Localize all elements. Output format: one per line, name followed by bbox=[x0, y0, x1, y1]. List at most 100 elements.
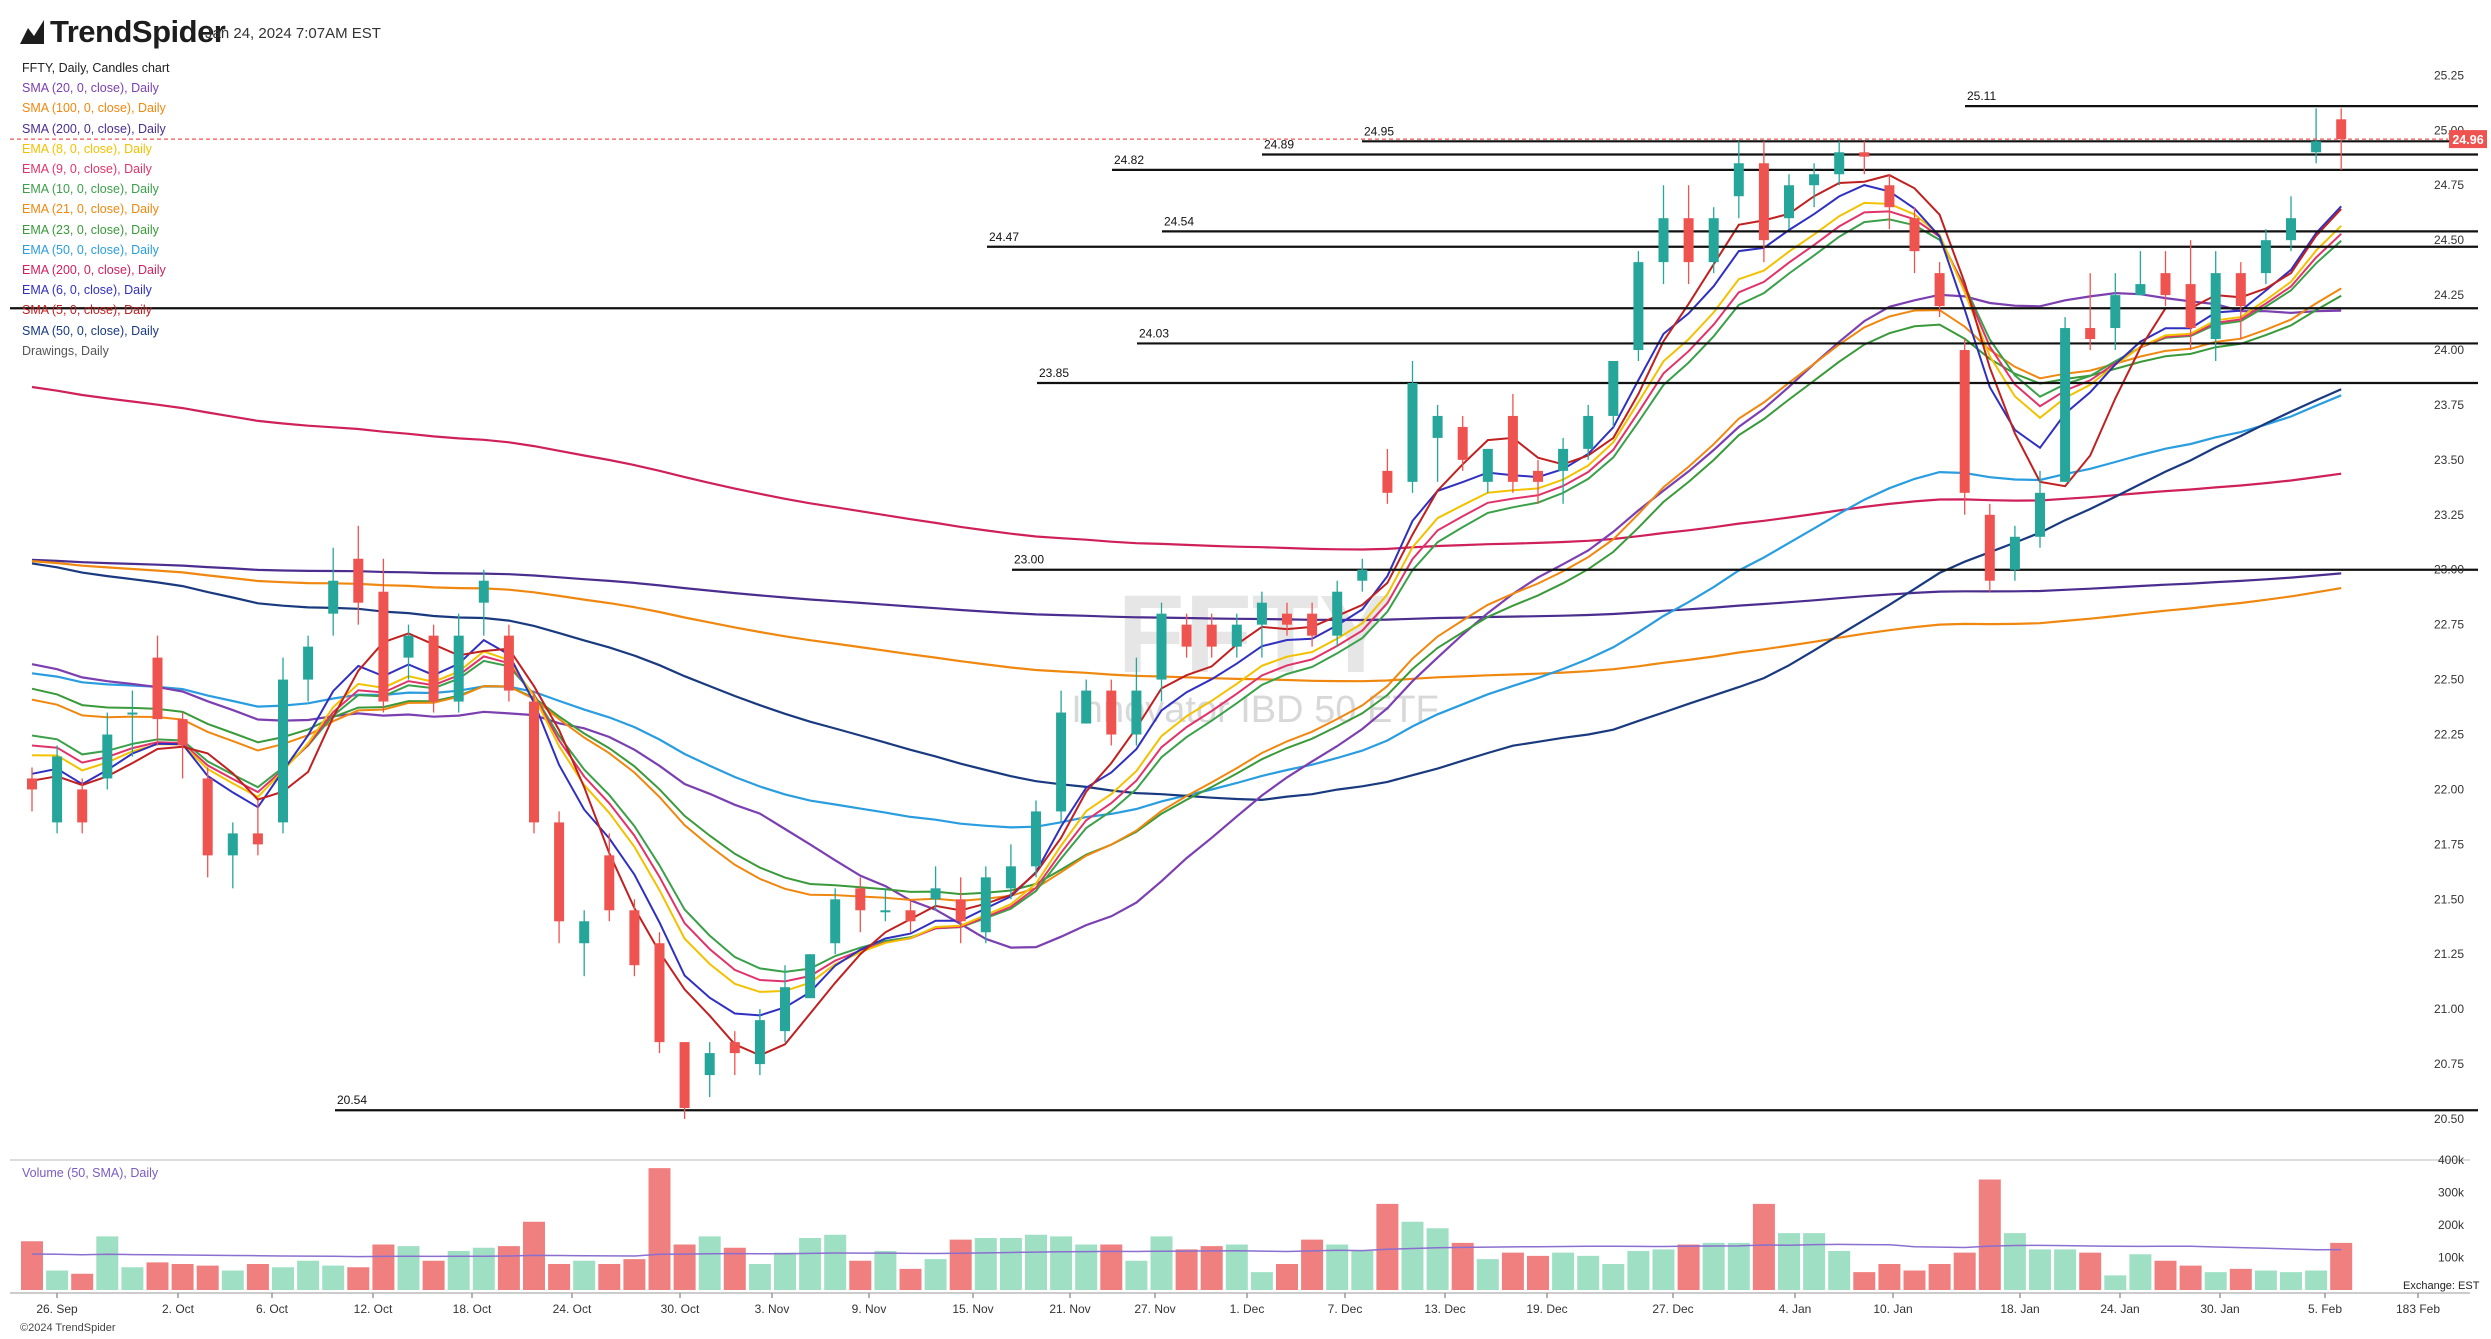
legend-item[interactable]: EMA (8, 0, close), Daily bbox=[22, 141, 152, 156]
candle-body bbox=[2235, 273, 2246, 307]
x-tick-label: 183 Feb bbox=[2396, 1302, 2440, 1316]
volume-bar bbox=[221, 1270, 244, 1290]
chart-title[interactable]: FFTY, Daily, Candles chart bbox=[22, 61, 170, 75]
volume-bar bbox=[1376, 1203, 1399, 1290]
candle-body bbox=[2060, 328, 2071, 482]
legend-item[interactable]: SMA (100, 0, close), Daily bbox=[22, 101, 166, 116]
candle-body bbox=[1332, 591, 1343, 636]
legend-item[interactable]: EMA (9, 0, close), Daily bbox=[22, 162, 152, 177]
candle-body bbox=[428, 635, 439, 702]
volume-bar bbox=[2280, 1272, 2302, 1290]
volume-bar bbox=[1903, 1270, 1926, 1290]
current-price-tag bbox=[2449, 130, 2487, 149]
brand-name[interactable]: TrendSpider bbox=[50, 14, 226, 49]
candle-body bbox=[1558, 448, 1569, 471]
candle-body bbox=[453, 635, 464, 702]
x-tick-label: 27. Nov bbox=[1134, 1302, 1175, 1316]
candle-body bbox=[1733, 163, 1744, 197]
volume-bar bbox=[1752, 1203, 1775, 1290]
legend-item[interactable]: SMA (50, 0, close), Daily bbox=[22, 323, 159, 338]
price-tick-label: 20.50 bbox=[2434, 1112, 2464, 1126]
ema-23-line bbox=[31, 294, 2342, 896]
volume-bar bbox=[347, 1267, 370, 1290]
legend-item[interactable]: SMA (200, 0, close), Daily bbox=[22, 121, 166, 136]
volume-bar bbox=[21, 1241, 43, 1290]
candle-body bbox=[1608, 361, 1619, 416]
volume-bar bbox=[171, 1264, 194, 1290]
candle-body bbox=[503, 635, 514, 691]
sma-20-line bbox=[31, 291, 2342, 949]
candle-body bbox=[77, 789, 88, 823]
volume-bar bbox=[297, 1260, 320, 1290]
legend-item[interactable]: Drawings, Daily bbox=[22, 343, 109, 358]
candle-body bbox=[1282, 613, 1292, 625]
volume-bar bbox=[1200, 1246, 1223, 1290]
candle-body bbox=[1834, 152, 1845, 175]
copyright: ©2024 TrendSpider bbox=[20, 1322, 116, 1334]
candle-body bbox=[478, 580, 489, 603]
volume-bar bbox=[2229, 1268, 2252, 1290]
volume-bar bbox=[1050, 1236, 1073, 1290]
price-tick-label: 23.25 bbox=[2434, 508, 2464, 522]
x-tick-label: 21. Nov bbox=[1049, 1302, 1090, 1316]
price-tick-label: 24.75 bbox=[2434, 178, 2464, 192]
candle-body bbox=[754, 1020, 765, 1065]
legend-item[interactable]: SMA (5, 0, close), Daily bbox=[22, 303, 152, 318]
candle-body bbox=[1457, 426, 1468, 460]
candle-body bbox=[1583, 415, 1594, 449]
volume-bar bbox=[1476, 1259, 1499, 1290]
x-tick-label: 1. Dec bbox=[1230, 1302, 1265, 1316]
volume-bar bbox=[1702, 1242, 1725, 1290]
volume-bar bbox=[2204, 1272, 2227, 1290]
volume-bar bbox=[397, 1246, 420, 1290]
level-label: 25.11 bbox=[1967, 89, 1996, 103]
candle-body bbox=[1081, 690, 1092, 724]
legend-item[interactable]: EMA (6, 0, close), Daily bbox=[22, 283, 152, 298]
candle-body bbox=[1056, 712, 1067, 812]
volume-bar bbox=[1602, 1264, 1625, 1290]
candle-body bbox=[930, 888, 941, 900]
x-tick-label: 2. Oct bbox=[162, 1302, 195, 1316]
legend-item[interactable]: EMA (50, 0, close), Daily bbox=[22, 242, 159, 257]
level-label: 24.54 bbox=[1164, 214, 1194, 228]
candle-body bbox=[127, 712, 138, 715]
legend-item[interactable]: EMA (23, 0, close), Daily bbox=[22, 222, 159, 237]
sma-5-line bbox=[31, 174, 2342, 1057]
volume-bar bbox=[1501, 1252, 1524, 1290]
legend-item[interactable]: EMA (200, 0, close), Daily bbox=[22, 263, 166, 278]
candle-body bbox=[2185, 284, 2196, 329]
level-label: 24.89 bbox=[1264, 137, 1294, 151]
legend-item[interactable]: EMA (21, 0, close), Daily bbox=[22, 202, 159, 217]
candle-body bbox=[1784, 185, 1794, 219]
volume-bar bbox=[2054, 1249, 2077, 1290]
x-tick-label: 13. Dec bbox=[1424, 1302, 1465, 1316]
candle-body bbox=[2336, 119, 2347, 140]
x-tick-label: 5. Feb bbox=[2308, 1302, 2342, 1316]
price-tick-label: 23.00 bbox=[2434, 563, 2464, 577]
volume-bar bbox=[623, 1259, 646, 1290]
volume-bar bbox=[748, 1264, 771, 1290]
candle-body bbox=[403, 635, 414, 658]
legend-item[interactable]: SMA (20, 0, close), Daily bbox=[22, 81, 159, 96]
candle-body bbox=[1809, 174, 1820, 186]
volume-bar bbox=[824, 1234, 847, 1290]
candle-body bbox=[52, 756, 63, 823]
volume-label[interactable]: Volume (50, SMA), Daily bbox=[22, 1166, 159, 1180]
volume-bar bbox=[96, 1236, 119, 1290]
volume-bar bbox=[447, 1251, 470, 1290]
axes: 25.2525.0024.7524.5024.2524.0023.7523.50… bbox=[10, 68, 2487, 1316]
candle-body bbox=[1206, 624, 1217, 647]
volume-bar bbox=[1426, 1228, 1449, 1290]
trendspider-logo-icon bbox=[20, 20, 44, 44]
candle-body bbox=[2009, 536, 2020, 570]
horizontal-levels: 25.11 24.95 24.89 24.82 24.54 24.47 24.03 23.85… bbox=[10, 89, 2478, 1112]
candle-body bbox=[1633, 262, 1644, 351]
candle-body bbox=[579, 921, 590, 944]
candle-body bbox=[2135, 284, 2146, 296]
legend-item[interactable]: EMA (10, 0, close), Daily bbox=[22, 182, 159, 197]
indicator-legend[interactable]: FFTY, Daily, Candles chart SMA (20, 0, c… bbox=[22, 58, 170, 361]
volume-bar bbox=[2029, 1249, 2051, 1290]
price-tick-label: 22.25 bbox=[2434, 728, 2464, 742]
ema-200-line bbox=[31, 385, 2342, 551]
